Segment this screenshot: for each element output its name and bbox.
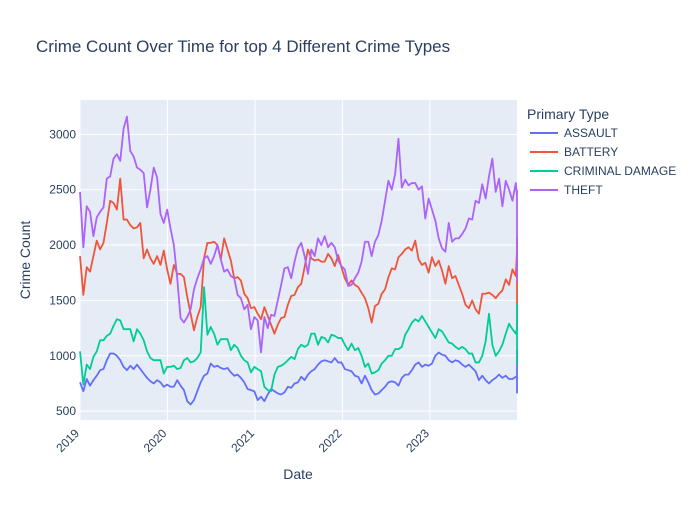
x-tick-label: 2019: [53, 426, 82, 455]
x-tick-label: 2022: [316, 426, 345, 455]
legend-label: CRIMINAL DAMAGE: [564, 164, 676, 178]
x-axis-ticks: 2019 2020 2021 2022 2023: [53, 426, 432, 455]
series-layer: [79, 115, 518, 406]
y-tick-label: 500: [56, 404, 76, 418]
y-axis-title: Crime Count: [17, 221, 33, 300]
y-gridlines: [80, 133, 517, 412]
y-tick-label: 2500: [49, 183, 76, 197]
series-line-assault: [79, 349, 518, 406]
legend: Primary Type ASSAULT BATTERY CRIMINAL DAMA…: [527, 106, 676, 197]
x-tick-label: 2020: [141, 426, 170, 455]
y-tick-label: 1000: [49, 349, 76, 363]
legend-label: ASSAULT: [564, 126, 618, 140]
legend-item-assault[interactable]: ASSAULT: [530, 126, 618, 140]
legend-item-criminal-damage[interactable]: CRIMINAL DAMAGE: [530, 164, 676, 178]
x-tick-label: 2021: [228, 426, 257, 455]
legend-label: BATTERY: [564, 145, 618, 159]
series-line-theft: [79, 115, 518, 354]
y-tick-label: 3000: [49, 127, 76, 141]
legend-label: THEFT: [564, 183, 603, 197]
legend-item-battery[interactable]: BATTERY: [530, 145, 618, 159]
series-line-criminal-damage: [79, 286, 518, 393]
y-tick-label: 1500: [49, 293, 76, 307]
plot-background: [80, 100, 517, 420]
y-tick-label: 2000: [49, 238, 76, 252]
x-tick-label: 2023: [403, 426, 432, 455]
x-axis-title: Date: [283, 466, 313, 482]
chart-title: Crime Count Over Time for top 4 Differen…: [36, 37, 450, 56]
legend-item-theft[interactable]: THEFT: [530, 183, 603, 197]
legend-title: Primary Type: [527, 106, 609, 122]
y-axis-ticks: 500 1000 1500 2000 2500 3000: [49, 127, 76, 418]
